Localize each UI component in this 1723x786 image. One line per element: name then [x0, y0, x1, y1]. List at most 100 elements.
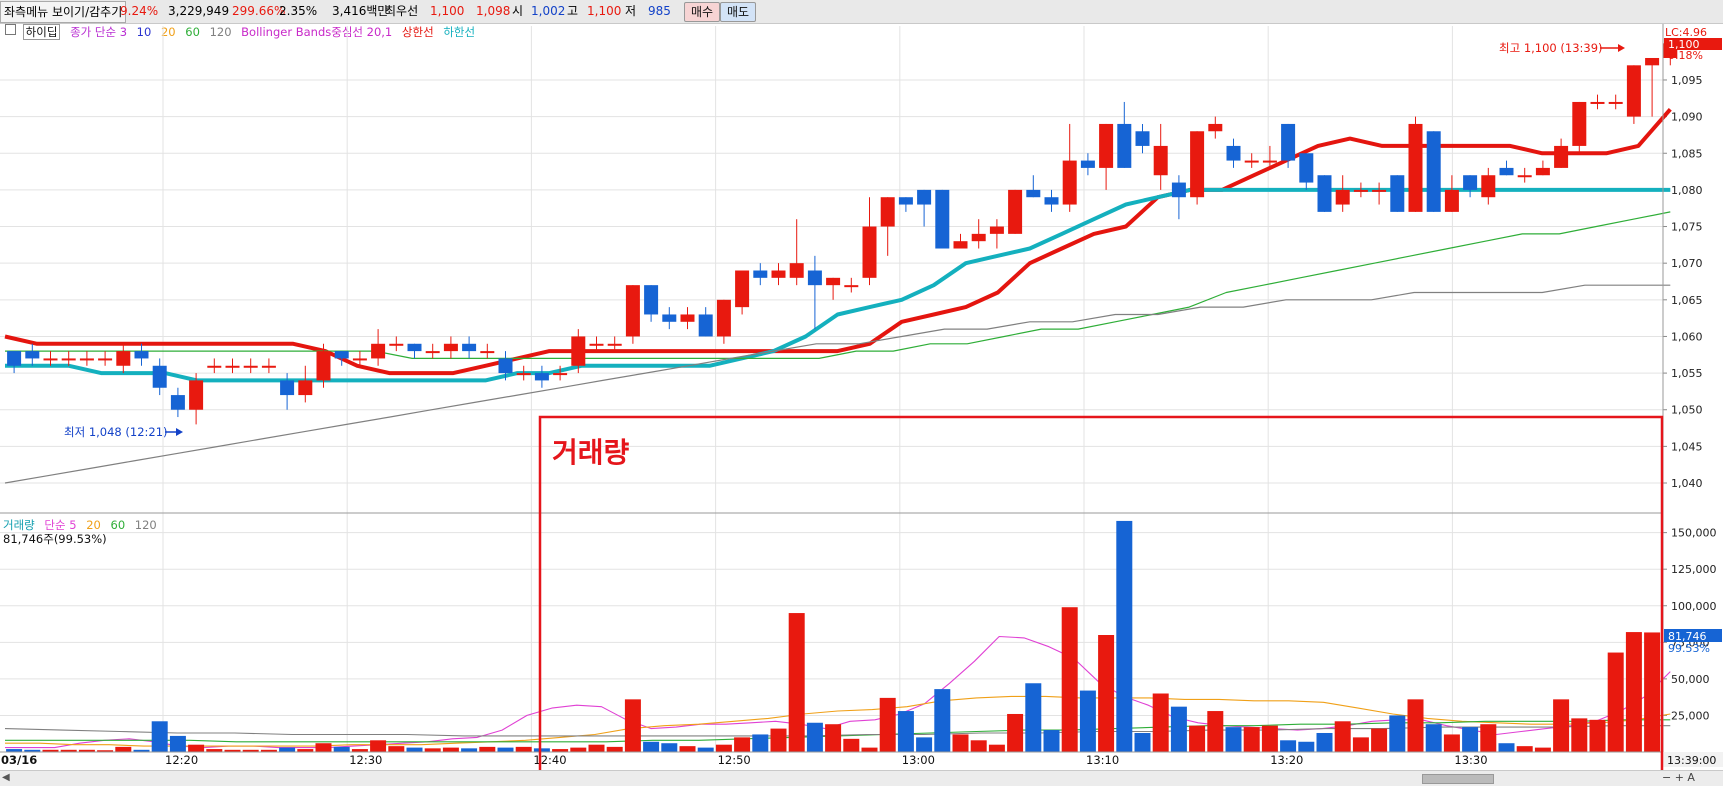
price-tick-label: 1,095: [1671, 74, 1703, 87]
volume-bar: [897, 711, 914, 752]
candle-body: [170, 395, 185, 410]
legend-vol-ma5[interactable]: 단순 5: [44, 518, 77, 532]
legend-ma3[interactable]: 종가 단순 3: [70, 25, 128, 39]
candle-body: [25, 351, 40, 359]
volume-bar: [297, 749, 314, 752]
volume-bar: [843, 738, 860, 752]
legend-ma120[interactable]: 120: [209, 25, 232, 39]
volume-bar: [952, 734, 969, 752]
candle-body: [516, 373, 531, 376]
volume-bar: [497, 747, 514, 752]
stock-name-label[interactable]: 하이딥: [22, 24, 61, 40]
price-tick-label: 1,070: [1671, 257, 1703, 270]
volume-bar: [169, 735, 186, 752]
quote-toolbar: 좌측메뉴 보이기/감추기 9.24% 3,229,949 299.66% 2.3…: [0, 0, 1723, 24]
grid: [0, 26, 1663, 752]
scroll-left-icon[interactable]: ◀: [2, 772, 10, 783]
volume-tag-box: [1664, 629, 1722, 642]
volume-bar: [533, 748, 550, 752]
volume-bar: [679, 746, 696, 752]
volume-bar: [606, 746, 623, 752]
volume-bar: [1316, 732, 1333, 752]
best-ask-value: 1,100: [430, 4, 465, 18]
volume-bar: [624, 699, 641, 752]
candle-body: [1535, 167, 1550, 176]
turnover-rate: 2.35%: [279, 4, 318, 18]
legend-bollinger[interactable]: Bollinger Bands중심선 20,1: [241, 25, 393, 39]
volume-bar: [260, 749, 277, 752]
legend-vol-ma120[interactable]: 120: [134, 518, 157, 532]
volume-bar: [879, 697, 896, 752]
legend-upper-band[interactable]: 상한선: [401, 25, 434, 39]
volume-bar: [479, 746, 496, 752]
volume-bar: [1043, 730, 1060, 752]
candle-body: [425, 351, 440, 354]
candle-body: [261, 365, 276, 368]
candle-body: [1044, 197, 1059, 205]
buy-button[interactable]: 매수: [684, 2, 721, 22]
volume-bar: [770, 728, 787, 752]
candle-body: [1135, 131, 1150, 146]
candle-body: [1390, 175, 1405, 212]
candle-body: [662, 314, 677, 322]
scroll-thumb[interactable]: [1422, 774, 1494, 784]
volume-bar: [1261, 725, 1278, 752]
bottom-scrollbar[interactable]: ◀ − + A: [0, 770, 1723, 786]
candle-body: [152, 365, 167, 388]
volume-bar: [1134, 732, 1151, 752]
price-line-ma120: [4, 284, 1671, 484]
candle-body: [1080, 160, 1095, 168]
legend-grid-icon[interactable]: ​: [5, 24, 16, 35]
volume-bar: [734, 737, 751, 752]
volume-bar: [988, 744, 1005, 752]
candle-body: [1444, 189, 1459, 212]
price-tick-label: 1,080: [1671, 184, 1703, 197]
legend-ma10[interactable]: 10: [136, 25, 152, 39]
volume-bar: [1334, 721, 1351, 752]
legend-vol-ma60[interactable]: 60: [110, 518, 126, 532]
legend-vol-ma20[interactable]: 20: [86, 518, 101, 532]
candle-body: [1008, 189, 1023, 234]
legend-lower-band[interactable]: 하한선: [443, 25, 476, 39]
candle-body: [189, 380, 204, 410]
time-tick-label: 13:10: [1086, 753, 1119, 767]
open-value: 1,002: [531, 4, 566, 18]
legend-volume[interactable]: 거래량: [3, 518, 35, 532]
low-label: 저: [625, 4, 637, 18]
candle-body: [1244, 160, 1259, 163]
candle-body: [571, 336, 586, 366]
legend-ma20[interactable]: 20: [160, 25, 176, 39]
high-value: 1,100: [587, 4, 622, 18]
volume-bar: [1079, 690, 1096, 752]
volume-bar: [206, 749, 223, 752]
candle-body: [389, 343, 404, 346]
candle-body: [753, 270, 768, 278]
volume-bar: [1425, 724, 1442, 752]
volume-bar: [133, 749, 150, 752]
volume-bar: [916, 737, 933, 752]
time-tick-label: 13:20: [1270, 753, 1303, 767]
candle-body: [1463, 175, 1478, 190]
volume-bar: [1243, 727, 1260, 752]
volume-bar: [1389, 715, 1406, 752]
candle-body: [79, 358, 94, 361]
candle-body: [735, 270, 750, 308]
candle-body: [1062, 160, 1077, 205]
volume-bar: [370, 740, 387, 752]
volume-bar: [1098, 635, 1115, 752]
time-tag-box: [1663, 752, 1723, 767]
sell-button[interactable]: 매도: [720, 2, 757, 22]
volume-highlight-label: 거래량: [552, 436, 630, 469]
volume-bar: [970, 740, 987, 752]
time-tick-label: 12:50: [718, 753, 751, 767]
change-rate: 9.24%: [120, 4, 159, 18]
volume-bar: [1189, 725, 1206, 752]
legend-ma60[interactable]: 60: [185, 25, 200, 39]
candle-body: [898, 197, 913, 205]
price-axis: 1,040 1,045 1,050 1,055 1,060 1,065 1,070 1,075…: [1663, 74, 1703, 490]
candle-body: [826, 277, 841, 286]
candle-body: [1317, 175, 1332, 212]
zoom-controls-icon[interactable]: − + A: [1662, 771, 1695, 784]
toggle-left-menu-button[interactable]: 좌측메뉴 보이기/감추기: [0, 1, 127, 23]
